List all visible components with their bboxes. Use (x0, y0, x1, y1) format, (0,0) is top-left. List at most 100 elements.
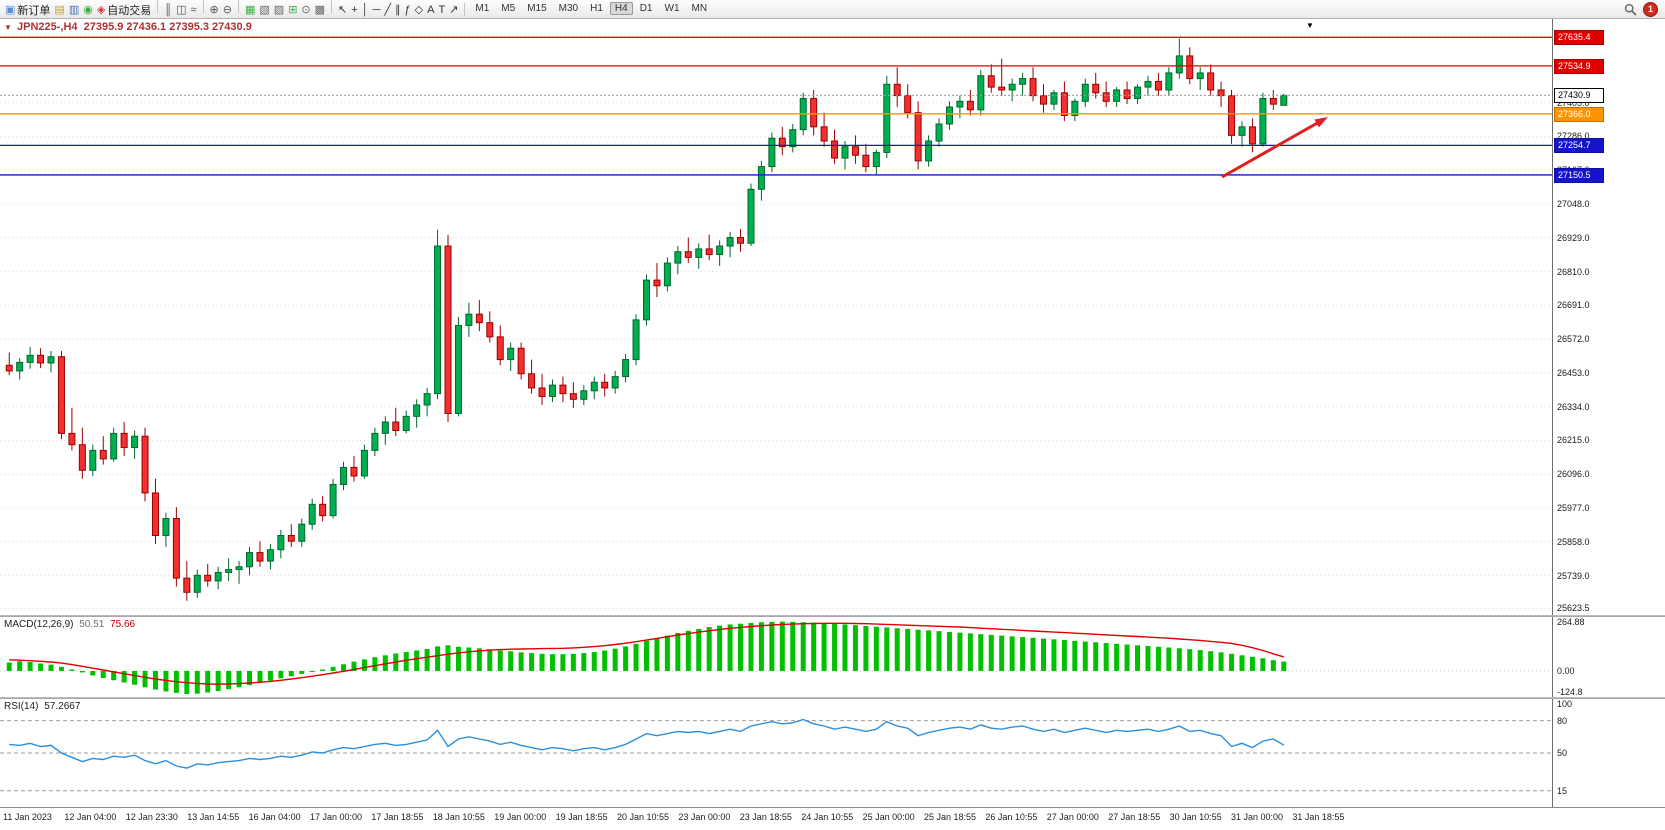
axis-label: 15 (1557, 785, 1568, 796)
time-axis-label: 19 Jan 00:00 (494, 812, 547, 822)
line-chart-icon-glyph: ≈ (190, 4, 197, 16)
indicators-icon-glyph: ⊞ (288, 4, 298, 16)
axis-label: 25739.0 (1557, 570, 1590, 581)
rsi-axis[interactable]: 100 80 50 15 (1552, 699, 1665, 807)
timeframe-button-w1[interactable]: W1 (664, 3, 680, 14)
new-order-glyph: ▣ (5, 4, 16, 16)
notification-badge[interactable]: 1 (1643, 1, 1658, 17)
macd-canvas[interactable] (0, 617, 1553, 697)
chart-window: ▼ JPN225-,H4 27395.9 27436.1 27395.3 274… (0, 19, 1665, 829)
terminal-icon-glyph: ◉ (83, 4, 93, 16)
fibonacci-icon-glyph: ƒ (404, 4, 411, 16)
price-tag: 27254.7 (1554, 138, 1604, 154)
timeframe-button-m15[interactable]: M15 (527, 3, 547, 14)
vertical-line-icon[interactable]: │ (360, 2, 371, 18)
auto-trading-button[interactable]: ◈ 自动交易 (95, 2, 153, 18)
macd-label: MACD(12,26,9) (4, 619, 74, 630)
rsi-canvas[interactable] (0, 699, 1553, 807)
channel-icon[interactable]: ∥ (393, 2, 403, 18)
arrows-icon-glyph: ↗ (449, 4, 459, 16)
toolbar-separator (237, 0, 239, 13)
tile-windows-icon-glyph: ▦ (244, 4, 256, 16)
cursor-icon-glyph: ↖ (338, 4, 348, 16)
timeframe-button-h1[interactable]: H1 (590, 3, 603, 14)
trendline-icon[interactable]: ╱ (382, 2, 393, 18)
timeframe-button-mn[interactable]: MN (691, 3, 708, 14)
chart-ohlc-values: 27395.9 27436.1 27395.3 27430.9 (83, 21, 252, 33)
indicators-icon[interactable]: ⊞ (286, 2, 299, 18)
timeframe-buttons: M1 M5 M15 M30 H1 H4 D1 W1 MN (469, 2, 713, 16)
text-icon[interactable]: A (425, 2, 436, 18)
rsi-panel: RSI(14) 57.2667 100 80 50 15 (0, 699, 1665, 807)
label-icon[interactable]: T (436, 2, 447, 18)
time-axis-label: 25 Jan 00:00 (862, 812, 915, 822)
main-chart-canvas[interactable] (0, 19, 1553, 615)
horizontal-line-icon[interactable]: ─ (371, 2, 383, 18)
timeframe-button-m30[interactable]: M30 (558, 3, 579, 14)
panel-resize-separator[interactable] (0, 615, 1665, 617)
macd-main-value: 50.51 (79, 619, 105, 630)
timeframe-button-d1[interactable]: D1 (639, 3, 653, 14)
templates-icon[interactable]: ▩ (313, 2, 327, 18)
toolbar-separator (202, 0, 204, 13)
axis-label: 26334.0 (1557, 401, 1590, 412)
macd-axis[interactable]: 264.88 0.00 -124.8 (1552, 617, 1665, 697)
zoom-out-icon[interactable]: ⊖ (221, 2, 234, 18)
axis-label: 25623.5 (1557, 603, 1590, 614)
periods-icon[interactable]: ⊙ (299, 2, 312, 18)
fibonacci-icon[interactable]: ƒ (403, 2, 413, 18)
search-icon[interactable] (1624, 3, 1637, 16)
timeframe-button-m1[interactable]: M1 (475, 3, 490, 14)
bar-chart-icon[interactable]: ║ (162, 2, 174, 18)
price-axis[interactable]: 27643.027524.027405.027286.027167.027048… (1552, 19, 1665, 615)
panel-resize-separator[interactable] (0, 697, 1665, 699)
time-axis-label: 27 Jan 18:55 (1108, 812, 1161, 822)
cursor-icon[interactable]: ↖ (336, 2, 349, 18)
chart-title: ▼ JPN225-,H4 27395.9 27436.1 27395.3 274… (4, 21, 252, 33)
toolbar-separator (157, 0, 159, 13)
profiles-icon-glyph: ▨ (273, 4, 285, 16)
candlestick-chart-icon[interactable]: ◫ (174, 2, 188, 18)
line-chart-icon[interactable]: ≈ (189, 2, 199, 18)
axis-label: 26096.0 (1557, 469, 1590, 480)
terminal-icon[interactable]: ◉ (81, 2, 95, 18)
axis-label: 26572.0 (1557, 334, 1590, 345)
axis-label: 26453.0 (1557, 367, 1590, 378)
time-axis-label: 13 Jan 14:55 (187, 812, 240, 822)
vertical-line-icon-glyph: │ (361, 4, 369, 16)
crosshair-icon[interactable]: + (349, 2, 359, 18)
new-order-button[interactable]: ▣ 新订单 (3, 2, 52, 18)
toolbar-right: 1 (1624, 1, 1662, 17)
time-axis-label: 25 Jan 18:55 (924, 812, 977, 822)
zoom-in-icon[interactable]: ⊕ (208, 2, 221, 18)
market-watch-icon[interactable]: ▤ (52, 2, 66, 18)
bar-chart-icon-glyph: ║ (164, 4, 173, 16)
navigator-icon[interactable]: ▥ (67, 2, 81, 18)
tile-windows-icon[interactable]: ▦ (243, 2, 257, 18)
timeframe-button-m5[interactable]: M5 (501, 3, 516, 14)
profiles-icon[interactable]: ▨ (272, 2, 286, 18)
axis-label: 26215.0 (1557, 435, 1590, 446)
time-axis[interactable]: 11 Jan 2023 12 Jan 04:00 12 Jan 23:30 13 Ja… (0, 807, 1665, 830)
axis-label: 27048.0 (1557, 199, 1590, 210)
arrows-icon[interactable]: ↗ (447, 2, 460, 18)
trend-arrow-annotation[interactable] (1221, 117, 1328, 179)
toolbar-button-groups: ▣ 新订单 ▤ ▥ ◉ ◈ 自动交易 ║ ◫ ≈ ⊕ ⊖ ▦ ▧ ▨ ⊞ ⊙ ▩ ↖ + │ ─ ╱ ∥ ƒ ◇ A T ↗ (3, 0, 460, 18)
channel-icon-glyph: ∥ (395, 4, 401, 16)
zoom-out-icon-glyph: ⊖ (222, 4, 232, 16)
axis-label: 26929.0 (1557, 232, 1590, 243)
axis-label: 0.00 (1557, 665, 1575, 676)
toolbar-separator (331, 0, 333, 13)
new-chart-icon-glyph: ▧ (259, 4, 270, 16)
chart-shift-marker-icon[interactable]: ▼ (1306, 21, 1314, 30)
axis-label: 264.88 (1557, 617, 1585, 627)
timeframe-button-h4[interactable]: H4 (609, 2, 633, 15)
new-chart-icon[interactable]: ▧ (257, 2, 271, 18)
shapes-icon[interactable]: ◇ (413, 2, 425, 18)
collapse-triangle-icon[interactable]: ▼ (4, 23, 12, 32)
macd-panel: MACD(12,26,9) 50.51 75.66 264.88 0.00 -124… (0, 617, 1665, 697)
time-axis-label: 18 Jan 10:55 (432, 812, 485, 822)
text-icon-glyph: A (427, 4, 435, 16)
axis-label: 80 (1557, 715, 1568, 726)
toolbar: ▣ 新订单 ▤ ▥ ◉ ◈ 自动交易 ║ ◫ ≈ ⊕ ⊖ ▦ ▧ ▨ ⊞ ⊙ ▩ ↖ + │ ─ ╱ ∥ ƒ ◇ A T ↗ M1 M5 M… (0, 0, 1665, 19)
